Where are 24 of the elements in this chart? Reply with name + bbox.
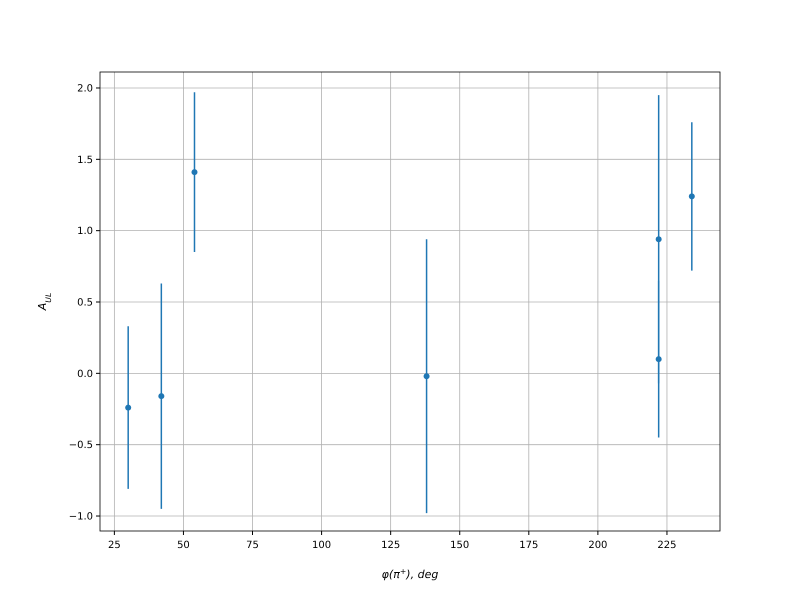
x-tick-label: 25 — [108, 540, 121, 551]
y-tick-label: 0.5 — [77, 298, 93, 308]
y-tick-label: 1.0 — [77, 226, 93, 238]
x-tick-label: 50 — [177, 540, 190, 551]
x-tick-label: 150 — [450, 540, 470, 551]
point — [191, 169, 198, 176]
point — [656, 236, 662, 242]
point — [424, 373, 430, 380]
y-tick-label: 1.5 — [77, 154, 93, 166]
y-tick-label: −0.5 — [68, 440, 93, 452]
point — [125, 404, 132, 411]
point — [656, 356, 662, 362]
y-tick-label: 0.0 — [77, 368, 93, 380]
x-tick-label: 75 — [246, 540, 259, 551]
x-tick-label: 175 — [519, 540, 538, 551]
x-tick-label: 225 — [657, 540, 676, 551]
point — [688, 193, 695, 200]
point — [158, 393, 164, 400]
x-tick-label: 200 — [588, 540, 608, 551]
x-axis-title: φ(π$^{+}$), deg — [382, 566, 438, 581]
x-tick-label: 100 — [312, 540, 332, 551]
y-tick-label: −1.0 — [68, 512, 93, 523]
y-tick-label: 2.0 — [77, 83, 93, 94]
x-tick-label: 125 — [381, 540, 400, 551]
